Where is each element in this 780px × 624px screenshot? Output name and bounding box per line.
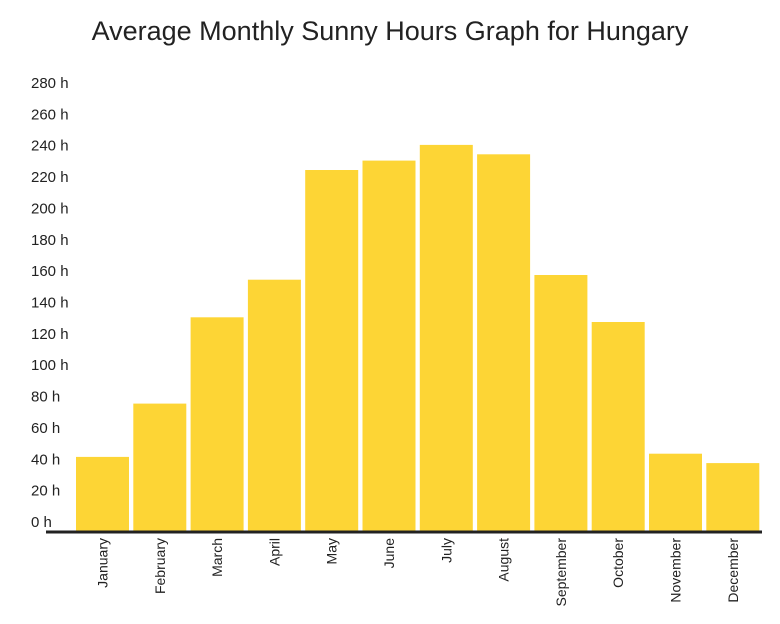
bar-december	[706, 463, 760, 532]
x-tick-label: January	[95, 538, 111, 588]
x-tick-label: September	[553, 538, 569, 607]
x-tick-label: July	[438, 538, 454, 563]
x-tick-label: March	[209, 538, 225, 577]
y-axis-ticks: 0 h 20 h 40 h 60 h 80 h 100 h 120 h 140 h 160 h 1…	[31, 75, 69, 531]
bar-march	[190, 317, 244, 532]
y-tick-label: 60 h	[31, 420, 60, 437]
x-tick-label: May	[324, 538, 340, 564]
y-tick-label: 20 h	[31, 483, 60, 500]
y-tick-label: 40 h	[31, 451, 60, 468]
bar-june	[362, 160, 416, 532]
x-tick-label: April	[266, 538, 282, 566]
x-axis-ticks: January February March April May June July Augu…	[95, 538, 741, 607]
x-tick-label: August	[496, 538, 512, 582]
bar-april	[247, 279, 301, 532]
x-tick-label: February	[152, 538, 168, 594]
bar-november	[649, 453, 702, 532]
y-tick-label: 140 h	[31, 295, 69, 312]
x-tick-label: June	[381, 538, 397, 569]
bar-august	[477, 154, 531, 533]
y-tick-label: 100 h	[31, 357, 69, 374]
chart-title: Average Monthly Sunny Hours Graph for Hu…	[92, 16, 689, 46]
y-tick-label: 280 h	[31, 75, 69, 92]
x-tick-label: November	[668, 538, 684, 603]
y-tick-label: 160 h	[31, 263, 69, 280]
y-tick-label: 240 h	[31, 138, 69, 155]
y-tick-label: 200 h	[31, 200, 69, 217]
bar-october	[591, 322, 645, 532]
y-tick-label: 80 h	[31, 389, 60, 406]
x-tick-label: October	[610, 538, 626, 588]
y-tick-label: 180 h	[31, 232, 69, 249]
bar-september	[534, 275, 588, 532]
x-tick-label: December	[725, 538, 741, 603]
bars	[76, 144, 760, 533]
y-tick-label: 120 h	[31, 326, 69, 343]
y-tick-label: 220 h	[31, 169, 69, 186]
bar-may	[305, 170, 359, 532]
bar-july	[419, 144, 473, 532]
bar-january	[76, 456, 129, 532]
y-tick-label: 260 h	[31, 106, 69, 123]
y-tick-label: 0 h	[31, 514, 52, 531]
bar-february	[133, 403, 187, 532]
